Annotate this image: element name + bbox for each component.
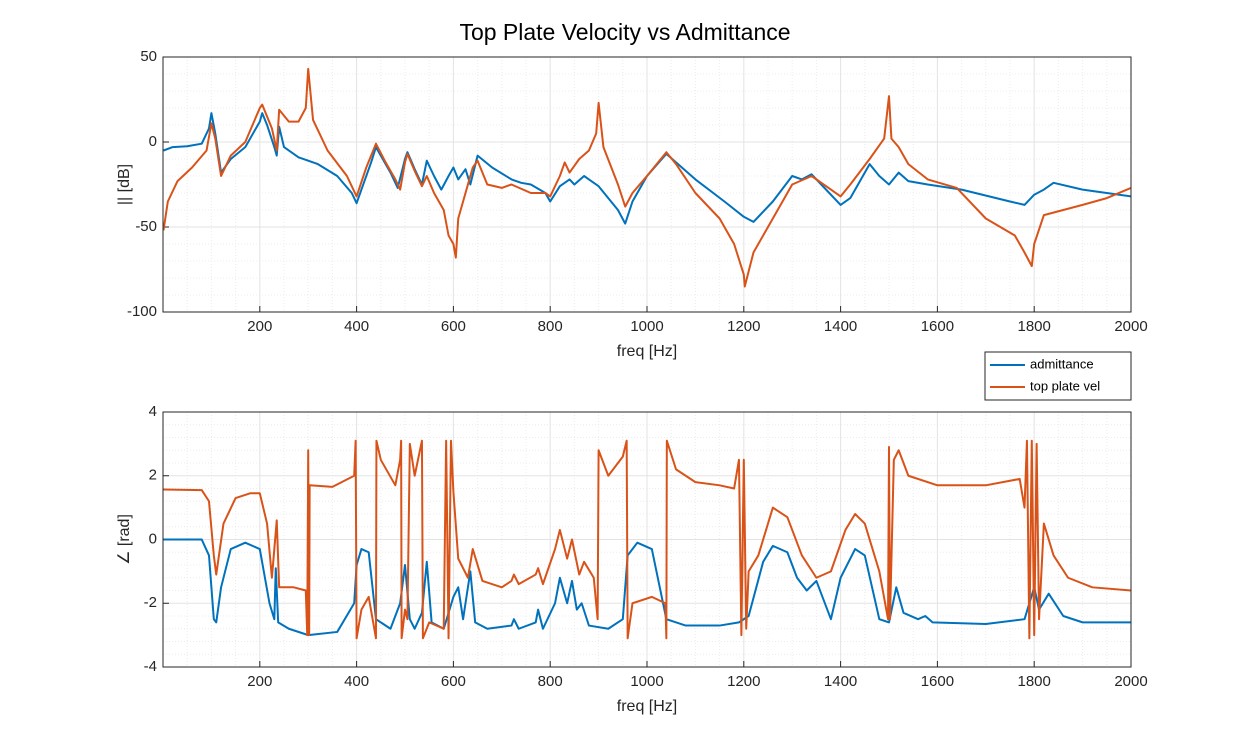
x-tick-label: 1000	[630, 673, 663, 690]
plot-lines	[163, 439, 1131, 640]
x-tick-label: 1200	[727, 318, 760, 335]
x-tick-label: 200	[247, 673, 272, 690]
x-tick-label: 1400	[824, 318, 857, 335]
data-line	[163, 67, 1131, 288]
x-tick-label: 1800	[1018, 318, 1051, 335]
data-line	[163, 439, 1131, 640]
x-tick-label: 800	[538, 673, 563, 690]
axes-box	[162, 56, 1132, 313]
y-axis-label: ∠ [rad]	[116, 514, 133, 565]
y-tick-label: 50	[140, 48, 157, 65]
y-axis-label: || [dB]	[116, 164, 133, 205]
legend-label: admittance	[1030, 356, 1094, 371]
y-tick-label: 0	[149, 530, 157, 547]
y-tick-label: 0	[149, 133, 157, 150]
x-tick-label: 400	[344, 673, 369, 690]
y-tick-label: -2	[144, 594, 157, 611]
y-tick-label: -50	[135, 218, 157, 235]
x-tick-label: 1600	[921, 318, 954, 335]
x-tick-label: 400	[344, 318, 369, 335]
x-tick-label: 2000	[1114, 673, 1147, 690]
x-tick-label: 200	[247, 318, 272, 335]
x-axis-label: freq [Hz]	[617, 698, 677, 715]
plot-lines	[163, 67, 1131, 288]
x-tick-label: 600	[441, 673, 466, 690]
legend-box	[984, 351, 1132, 401]
x-tick-label: 1200	[727, 673, 760, 690]
x-tick-label: 1800	[1018, 673, 1051, 690]
x-tick-label: 1600	[921, 673, 954, 690]
legend: admittance top plate vel	[984, 351, 1132, 401]
axes-box	[162, 411, 1132, 668]
x-axis-label: freq [Hz]	[617, 343, 677, 360]
x-tick-label: 600	[441, 318, 466, 335]
y-tick-label: 4	[149, 403, 157, 420]
y-tick-label: -100	[127, 303, 157, 320]
chart-title: Top Plate Velocity vs Admittance	[459, 19, 790, 45]
y-tick-label: -4	[144, 658, 157, 675]
data-line	[163, 112, 1131, 225]
legend-label: top plate vel	[1030, 378, 1100, 393]
x-tick-label: 2000	[1114, 318, 1147, 335]
y-tick-label: 2	[149, 467, 157, 484]
x-tick-label: 1400	[824, 673, 857, 690]
data-line	[163, 538, 1131, 637]
x-tick-label: 1000	[630, 318, 663, 335]
x-tick-label: 800	[538, 318, 563, 335]
